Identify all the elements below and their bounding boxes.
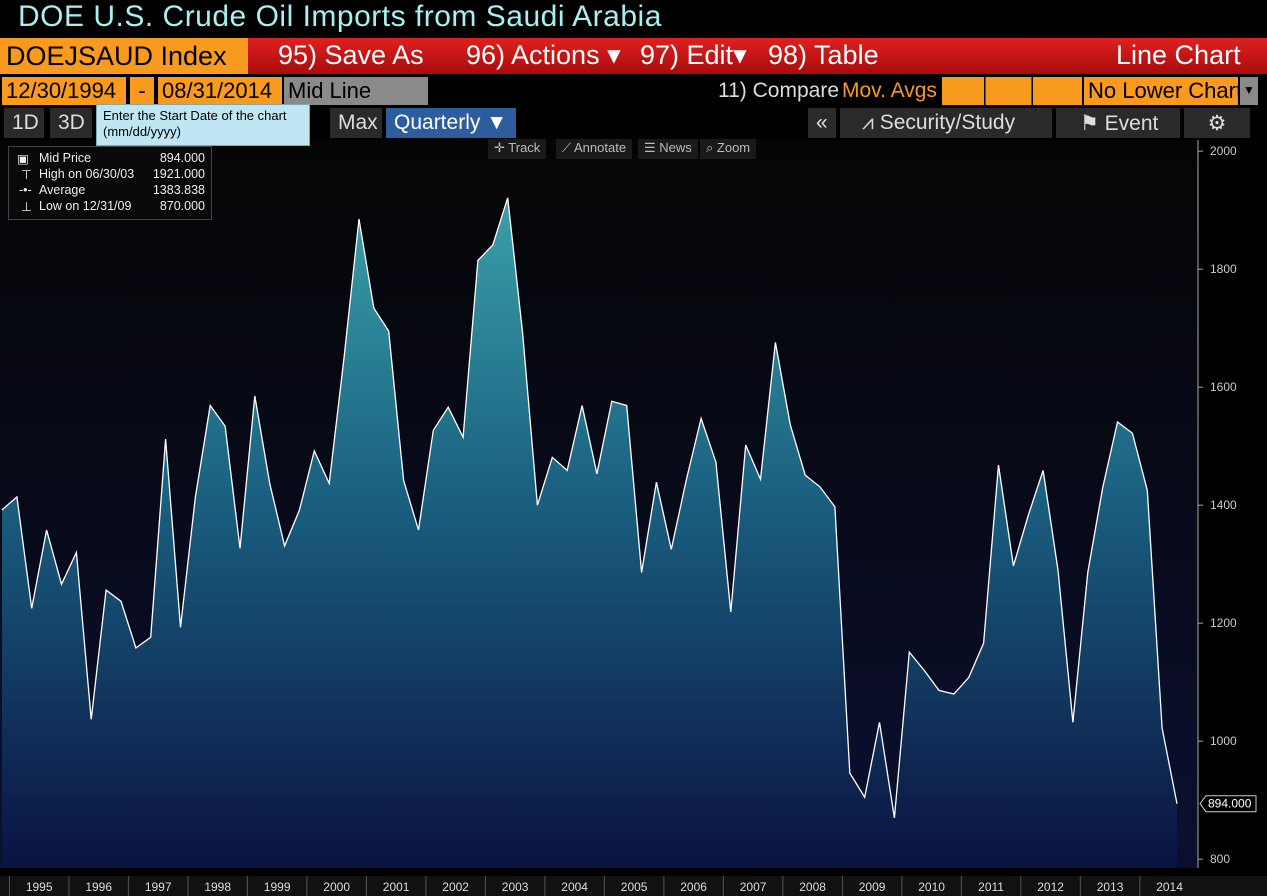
security-study[interactable]: ⩘ Security/Study [840,108,1052,138]
legend-label: High on 06/30/03 [39,167,135,181]
menu-item[interactable]: 96) Actions ▾ [466,40,621,70]
y-tick-label: 1600 [1210,380,1237,394]
chart-tool[interactable]: ☰ News [638,139,698,159]
legend-label: Low on 12/31/09 [39,199,132,213]
line [1,197,1178,819]
x-tick-label: 2002 [442,880,469,894]
menu-item[interactable]: 98) Table [768,40,879,70]
legend-row: ⊥ Low on 12/31/09 870.000 [21,199,205,214]
last-value-tag [1199,795,1257,813]
event[interactable]: ⚑ Event [1056,108,1180,138]
x-tick-label: 2004 [561,880,588,894]
x-axis-band [0,876,1267,896]
menu-item[interactable]: 97) Edit▾ [640,40,747,70]
legend-value: 1921.000 [152,167,205,181]
y-tick-label: 1800 [1210,262,1237,276]
x-tick-label: 2006 [680,880,707,894]
x-tick-label: 1997 [145,880,172,894]
period-button[interactable]: 1D [4,108,44,138]
legend-value: 870.000 [159,199,205,213]
legend-row: -•- Average 1383.838 [19,183,205,197]
menu-item[interactable]: 95) Save As [278,40,424,70]
ma-fields[interactable] [942,77,1082,105]
tooltip: Enter the Start Date of the chart (mm/dd/… [96,104,310,146]
legend-label: Mid Price [39,151,92,165]
area [2,197,1177,869]
legend-row: ⊤ High on 06/30/03 1921.000 [21,167,205,182]
x-tick-label: 2009 [859,880,886,894]
y-tick-label: 1400 [1210,498,1237,512]
tool-label: Security/Study [879,111,1016,134]
legend-value: 894.000 [159,151,205,165]
y-tick-label: 2000 [1210,144,1237,158]
menu-label: 97) Edit [640,40,734,70]
chart-tool[interactable]: ✛ Track [488,139,547,159]
legend-label: Average [39,183,86,197]
collapse-button[interactable]: « [808,108,836,138]
x-tick-label: 2012 [1037,880,1064,894]
legend: ▣ Mid Price 894.000 ⊤ High on 06/30/03 1921.… [8,146,212,220]
period-button[interactable]: Max [330,108,382,138]
settings[interactable]: ⚙ [1184,108,1250,138]
x-tick-label: 2011 [978,880,1004,894]
lower-chart[interactable]: No Lower Chart [1084,77,1242,105]
period-button[interactable]: 3D [50,108,92,138]
dropdown-arrow[interactable]: ▼ [1240,77,1258,105]
x-tick-label: 2001 [383,880,410,894]
x-tick-label: 1998 [204,880,231,894]
date-separator: - [130,77,154,105]
chart-type[interactable]: Line Chart [1116,40,1241,70]
x-tick-label: 2014 [1156,880,1183,894]
x-tick-label: 1996 [85,880,112,894]
x-tick-label: 1999 [264,880,291,894]
menu-label: 96) Actions [466,40,600,70]
tooltip-text: Enter the Start Date of the chart [103,108,287,123]
line-mode[interactable]: Mid Line [284,77,428,105]
tooltip-hint: (mm/dd/yyyy) [103,124,181,139]
tool-label: News [659,140,692,155]
mov-avgs[interactable]: Mov. Avgs [842,79,937,102]
tool-label: Event [1104,112,1159,135]
frequency-label: Quarterly [394,111,481,134]
chart-tool[interactable]: ⌕ Zoom [700,139,757,159]
frequency[interactable]: Quarterly ▼ [386,108,516,138]
last-value-label: 894.000 [1208,797,1252,811]
chart: 800 1000 1200 1400 1600 1800 2000 894.000 1995 19… [0,140,1267,896]
y-tick-label: 1200 [1210,616,1237,630]
x-tick-label: 2005 [621,880,648,894]
x-tick-label: 2008 [799,880,826,894]
compare[interactable]: 11) Compare [718,79,839,102]
tool-label: Annotate [574,140,627,155]
end-date[interactable]: 08/31/2014 [158,77,282,105]
legend-row: ▣ Mid Price 894.000 [17,151,205,166]
y-tick-label: 1000 [1210,734,1237,748]
x-tick-label: 2003 [502,880,529,894]
start-date[interactable]: 12/30/1994 [2,77,126,105]
x-tick-label: 1995 [26,880,53,894]
tool-label: Track [508,140,541,155]
x-tick-label: 2007 [740,880,767,894]
x-tick-label: 2010 [918,880,945,894]
title: DOE U.S. Crude Oil Imports from Saudi Ar… [18,0,662,33]
legend-value: 1383.838 [152,183,205,197]
ticker[interactable]: DOEJSAUD Index [0,38,248,74]
chart-tool[interactable]: ⟋ Annotate [556,139,633,159]
y-tick-label: 800 [1210,852,1230,866]
x-tick-label: 2013 [1097,880,1124,894]
x-tick-label: 2000 [323,880,350,894]
tool-label: Zoom [716,140,751,155]
